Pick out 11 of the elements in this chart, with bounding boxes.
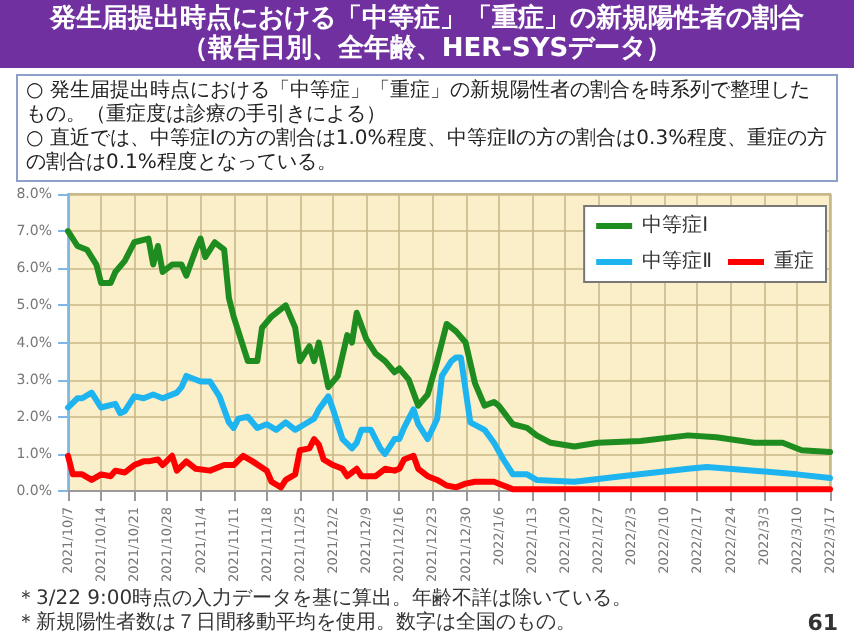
text: ○ 発生届提出時点における「中等症」「重症」の新規陽性者の割合を時系列で整理したもの。（重症度は診療の手引きによる） — [26, 80, 812, 127]
chart-subtitle: （報告日別、全年齢、HER-SYSデータ） — [179, 34, 675, 64]
text: 61 — [807, 610, 838, 636]
text: ＊3/22 9:00時点の入力データを基に算出。年齢不詳は除いている。 — [16, 588, 635, 611]
legend-label: 重症 — [774, 249, 814, 273]
text: ○ 直近では、中等症Ⅰの方の割合は1.0%程度、中等症Ⅱの方の割合は0.3%程度、重症の方の割合は0.1%程度となっている。 — [26, 128, 828, 176]
line-series — [65, 354, 833, 485]
chart-title: 発生届提出時点における「中等症」「重症」の新規陽性者の割合 — [47, 4, 806, 34]
text: ＊新規陽性者数は７日間移動平均を使用。数字は全国のもの。 — [16, 612, 578, 636]
legend-label: 中等症Ⅱ — [642, 249, 712, 273]
legend-label: 中等症Ⅰ — [642, 213, 709, 237]
